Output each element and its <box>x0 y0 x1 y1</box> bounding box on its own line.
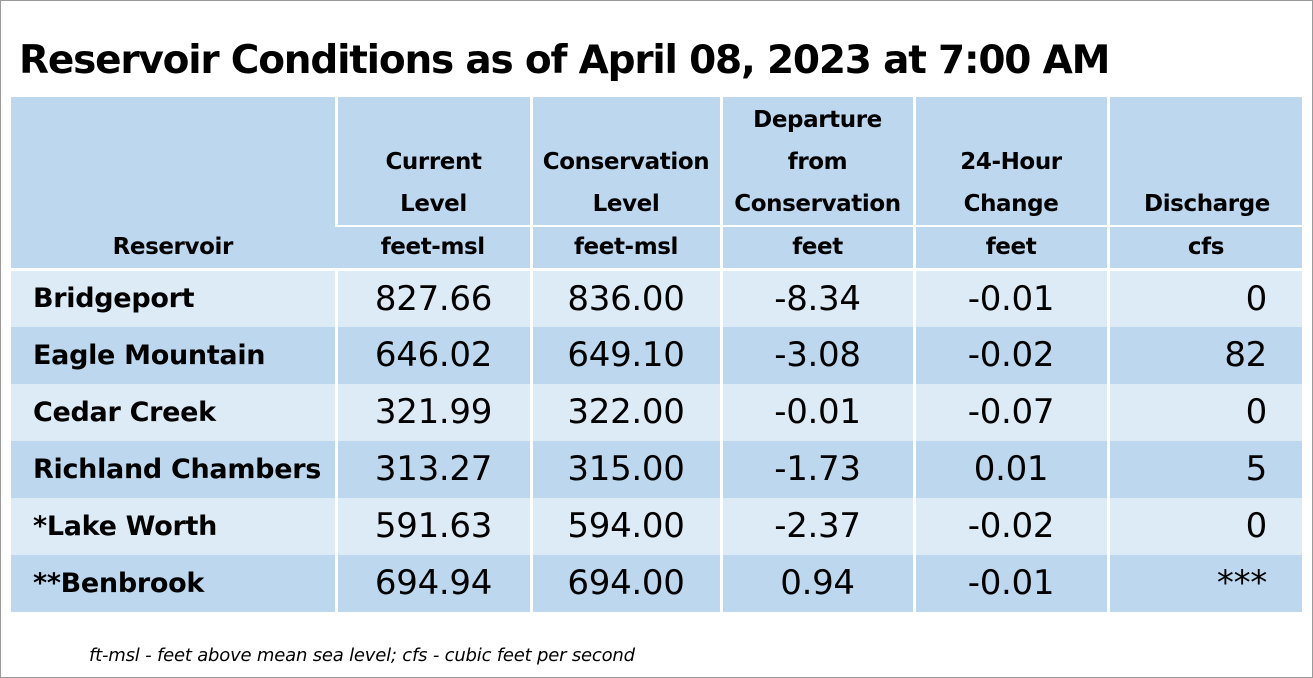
discharge-cell: *** <box>1106 554 1302 612</box>
table-row: Bridgeport 827.66 836.00 -8.34 -0.01 0 <box>11 268 1302 327</box>
header-line: Conservation <box>542 149 710 175</box>
reservoir-table: Reservoir Current Level Conservation Lev… <box>11 97 1302 612</box>
departure-cell: -2.37 <box>719 497 914 555</box>
column-header-discharge: Discharge <box>1106 97 1302 226</box>
header-line: Level <box>400 191 467 217</box>
departure-cell: -8.34 <box>719 268 914 327</box>
header-line: Current <box>385 149 482 175</box>
conservation-level-cell: 322.00 <box>529 383 721 441</box>
departure-cell: -1.73 <box>719 440 914 498</box>
reservoir-name-cell: Richland Chambers <box>11 440 336 498</box>
table-row: **Benbrook 694.94 694.00 0.94 -0.01 *** <box>11 554 1302 612</box>
change-cell: -0.01 <box>912 554 1108 612</box>
current-level-cell: 694.94 <box>334 554 531 612</box>
discharge-cell: 0 <box>1106 497 1302 555</box>
change-cell: 0.01 <box>912 440 1108 498</box>
unit-departure: feet <box>719 225 914 270</box>
header-line: from <box>787 149 848 175</box>
header-line: Departure <box>753 107 882 133</box>
reservoir-name-cell: Eagle Mountain <box>11 326 336 384</box>
conservation-level-cell: 694.00 <box>529 554 721 612</box>
departure-cell: 0.94 <box>719 554 914 612</box>
conservation-level-cell: 315.00 <box>529 440 721 498</box>
unit-discharge: cfs <box>1106 225 1302 270</box>
departure-cell: -3.08 <box>719 326 914 384</box>
current-level-cell: 313.27 <box>334 440 531 498</box>
unit-conservation-level: feet-msl <box>529 225 721 270</box>
reservoir-name-cell: **Benbrook <box>11 554 336 612</box>
change-cell: -0.02 <box>912 497 1108 555</box>
discharge-cell: 0 <box>1106 268 1302 327</box>
current-level-cell: 591.63 <box>334 497 531 555</box>
reservoir-name-cell: Cedar Creek <box>11 383 336 441</box>
conservation-level-cell: 594.00 <box>529 497 721 555</box>
change-cell: -0.07 <box>912 383 1108 441</box>
change-cell: -0.02 <box>912 326 1108 384</box>
change-cell: -0.01 <box>912 268 1108 327</box>
current-level-cell: 646.02 <box>334 326 531 384</box>
current-level-cell: 321.99 <box>334 383 531 441</box>
column-header-current-level: Current Level <box>334 97 531 226</box>
current-level-cell: 827.66 <box>334 268 531 327</box>
page-title: Reservoir Conditions as of April 08, 202… <box>19 38 1110 83</box>
table-row: Eagle Mountain 646.02 649.10 -3.08 -0.02 82 <box>11 326 1302 384</box>
header-line: Level <box>592 191 660 217</box>
unit-current-level: feet-msl <box>336 225 531 270</box>
table-row: *Lake Worth 591.63 594.00 -2.37 -0.02 0 <box>11 497 1302 555</box>
table-row: Cedar Creek 321.99 322.00 -0.01 -0.07 0 <box>11 383 1302 441</box>
reservoir-name-cell: Bridgeport <box>11 268 336 327</box>
header-line: Change <box>963 191 1059 217</box>
header-line: 24-Hour <box>960 149 1062 175</box>
table-row: Richland Chambers 313.27 315.00 -1.73 0.01 5 <box>11 440 1302 498</box>
reservoir-name-cell: *Lake Worth <box>11 497 336 555</box>
column-header-24-hour-change: 24-Hour Change <box>912 97 1108 226</box>
header-line: Conservation <box>734 191 901 217</box>
header-line: Discharge <box>1144 191 1270 217</box>
departure-cell: -0.01 <box>719 383 914 441</box>
discharge-cell: 0 <box>1106 383 1302 441</box>
conservation-level-cell: 836.00 <box>529 268 721 327</box>
column-header-reservoir: Reservoir <box>11 97 336 270</box>
footnote: ft-msl - feet above mean sea level; cfs … <box>89 645 635 666</box>
conservation-level-cell: 649.10 <box>529 326 721 384</box>
table-body: Bridgeport 827.66 836.00 -8.34 -0.01 0 Eagle M… <box>11 268 1302 612</box>
discharge-cell: 5 <box>1106 440 1302 498</box>
discharge-cell: 82 <box>1106 326 1302 384</box>
column-header-departure: Departure from Conservation <box>719 97 914 226</box>
unit-24-hour-change: feet <box>912 225 1108 270</box>
column-header-conservation-level: Conservation Level <box>529 97 721 226</box>
